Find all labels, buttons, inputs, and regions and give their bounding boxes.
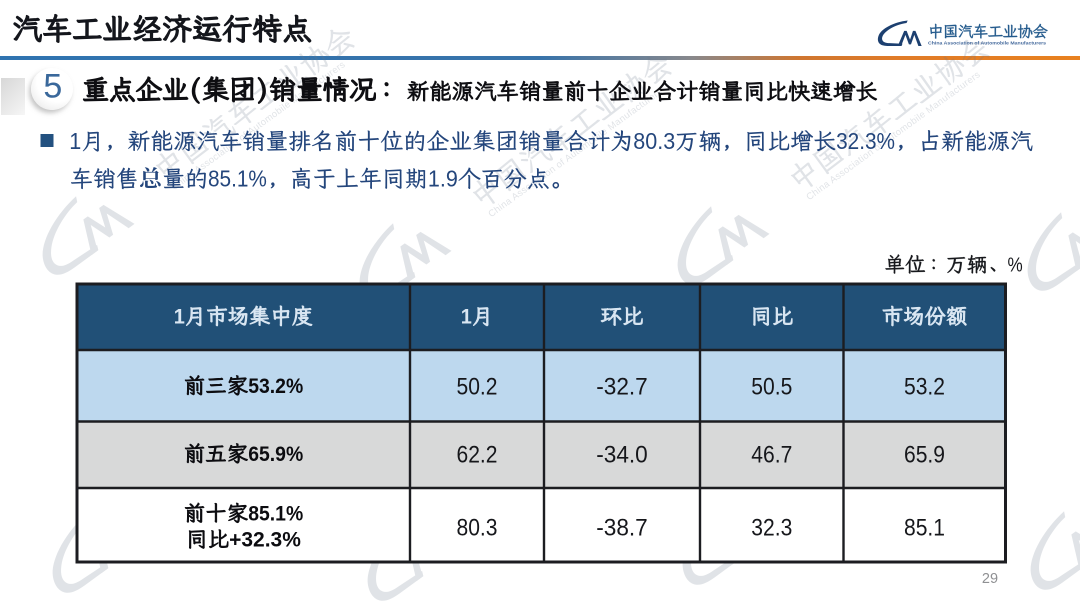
svg-text:5: 5	[43, 68, 62, 106]
svg-text:1: 1	[174, 305, 185, 329]
svg-text:-34.0: -34.0	[596, 442, 648, 469]
svg-text:1: 1	[461, 305, 472, 329]
svg-text:85.1: 85.1	[904, 514, 945, 541]
svg-text:1: 1	[69, 128, 81, 154]
svg-text:-38.7: -38.7	[596, 514, 648, 541]
svg-text:53.2%: 53.2%	[248, 374, 303, 398]
svg-text:1.9: 1.9	[428, 166, 458, 192]
svg-text:32.3: 32.3	[751, 514, 792, 541]
svg-text:%: %	[1008, 254, 1023, 277]
svg-text:85.1%: 85.1%	[208, 166, 267, 192]
svg-text:53.2: 53.2	[904, 373, 945, 400]
svg-text:46.7: 46.7	[751, 442, 792, 469]
svg-text:65.9: 65.9	[904, 442, 945, 469]
svg-text:50.5: 50.5	[751, 373, 792, 400]
svg-text:+32.3%: +32.3%	[229, 528, 301, 552]
svg-text:65.9%: 65.9%	[248, 442, 303, 466]
svg-text:50.2: 50.2	[457, 373, 498, 400]
svg-text:85.1%: 85.1%	[248, 502, 303, 526]
svg-text:62.2: 62.2	[457, 442, 498, 469]
svg-text:29: 29	[982, 571, 998, 587]
svg-text:80.3: 80.3	[457, 514, 498, 541]
svg-text:-32.7: -32.7	[596, 373, 648, 400]
svg-text:80.3: 80.3	[633, 128, 675, 154]
svg-text:32.3%: 32.3%	[836, 128, 895, 154]
svg-text:China Association of Automobil: China Association of Automobile Manufact…	[928, 41, 1046, 46]
